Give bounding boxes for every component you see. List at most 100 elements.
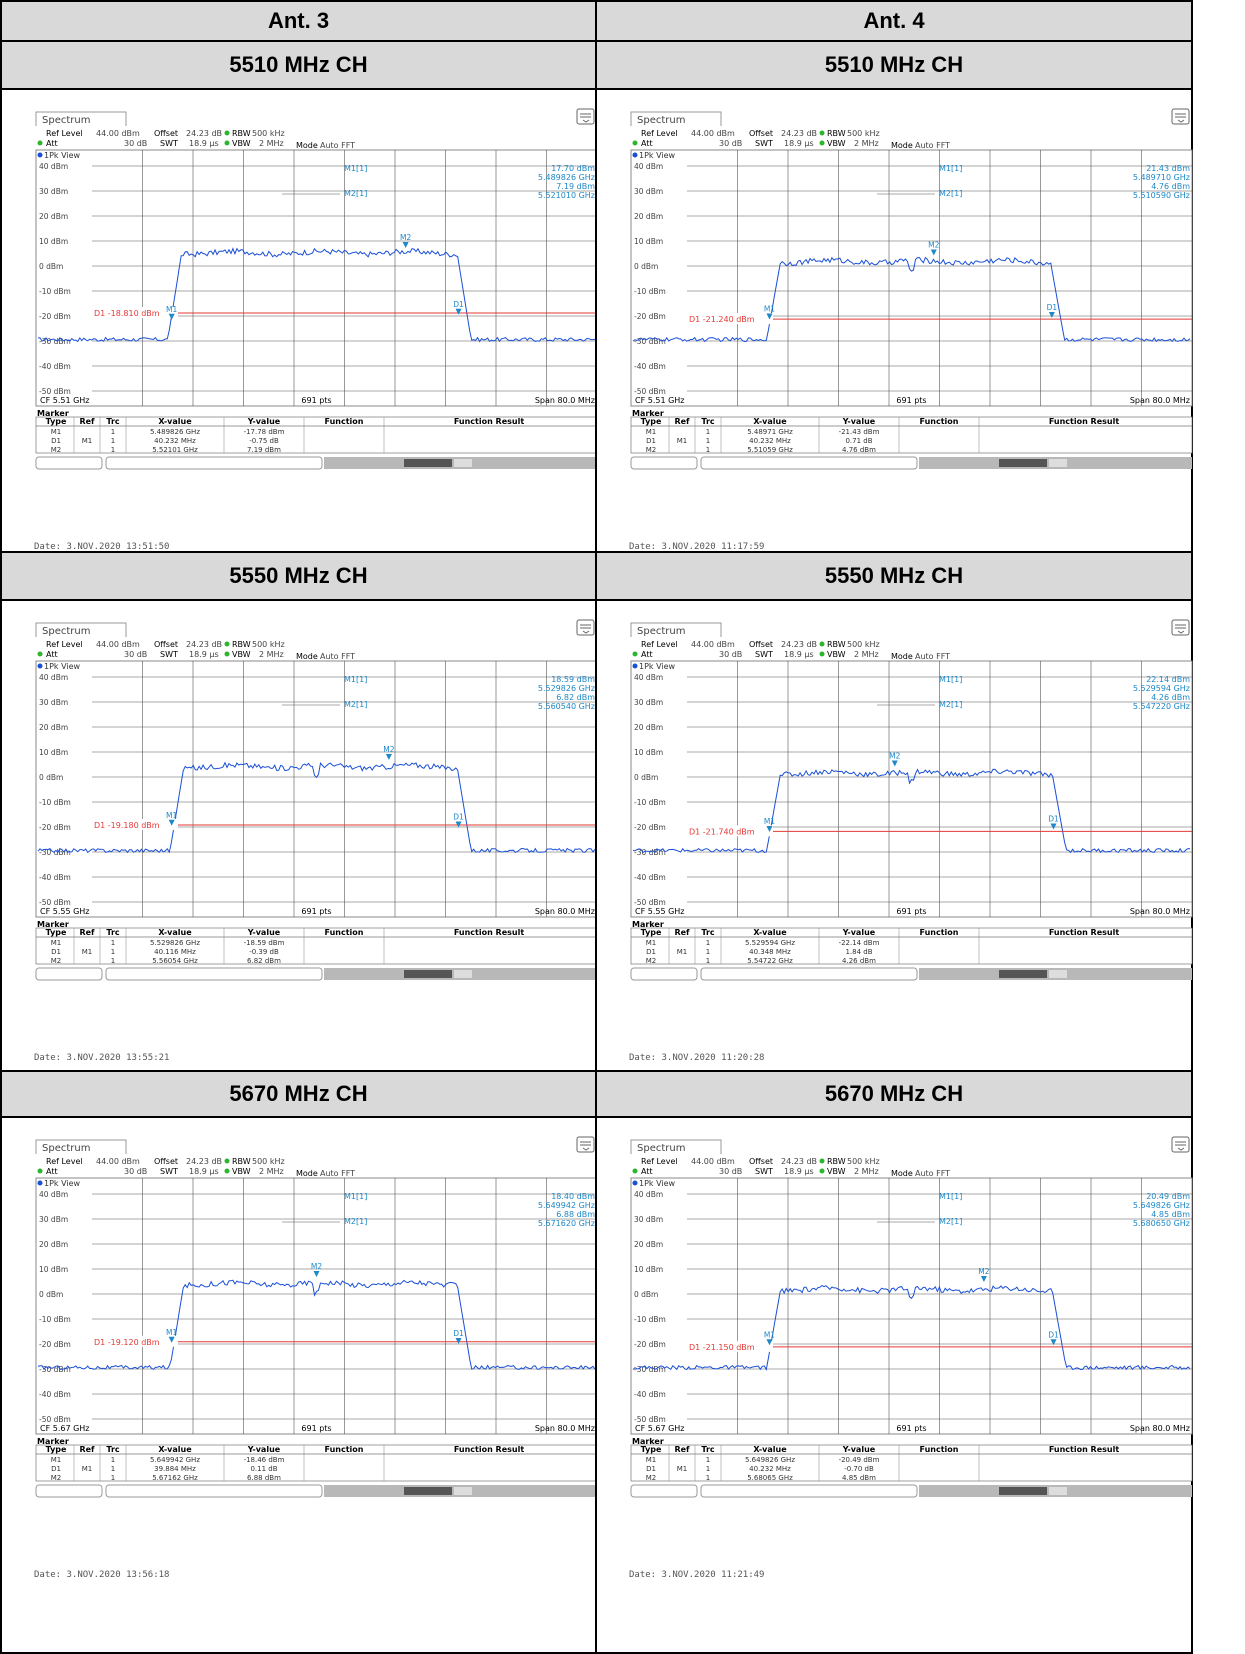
table-header-cell: Type bbox=[641, 928, 662, 937]
table-cell: 5.529826 GHz bbox=[150, 939, 200, 947]
table-header-cell: Y-value bbox=[247, 417, 281, 426]
ref-level-value: 44.00 dBm bbox=[96, 1157, 140, 1166]
table-cell: M1 bbox=[646, 1456, 657, 1464]
marker-m1-triangle bbox=[766, 826, 773, 832]
m2-readout-freq: 5.680650 GHz bbox=[1133, 1219, 1190, 1228]
trace-line bbox=[632, 256, 1191, 343]
m2-readout-freq: 5.560540 GHz bbox=[538, 702, 595, 711]
offset-value: 24.23 dB bbox=[781, 1157, 817, 1166]
y-tick-label: -50 dBm bbox=[634, 387, 666, 396]
offset-value: 24.23 dB bbox=[186, 129, 222, 138]
table-cell: D1 bbox=[51, 948, 61, 956]
trace-indicator-dot bbox=[37, 1180, 43, 1186]
status-indicator bbox=[454, 1487, 472, 1495]
mode-value: Auto FFT bbox=[320, 141, 355, 150]
vbw-value: 2 MHz bbox=[259, 650, 284, 659]
status-field bbox=[700, 1484, 918, 1498]
rbw-status-dot bbox=[224, 130, 230, 136]
swt-value: 18.9 µs bbox=[189, 1167, 219, 1176]
swt-value: 18.9 µs bbox=[784, 1167, 814, 1176]
offset-label: Offset bbox=[749, 640, 773, 649]
menu-glyph bbox=[1175, 113, 1186, 123]
date-stamp: Date: 3.NOV.2020 11:21:49 bbox=[629, 1570, 765, 1580]
table-cell: 1 bbox=[111, 939, 115, 947]
m2-readout-label: M2[1] bbox=[344, 700, 367, 709]
ref-level-label: Ref Level bbox=[641, 129, 678, 138]
center-frequency-label: CF 5.67 GHz bbox=[40, 1424, 90, 1433]
points-label: 691 pts bbox=[896, 1424, 926, 1433]
table-header-cell: Type bbox=[46, 417, 67, 426]
swt-value: 18.9 µs bbox=[784, 650, 814, 659]
vbw-label: VBW bbox=[232, 1167, 251, 1176]
y-tick-label: -10 dBm bbox=[39, 1315, 71, 1324]
ref-level-label: Ref Level bbox=[46, 640, 83, 649]
att-status-dot bbox=[37, 1168, 43, 1174]
table-cell: 4.85 dBm bbox=[842, 1474, 876, 1482]
marker-table-title: Marker bbox=[632, 409, 664, 418]
table-header-cell: Y-value bbox=[247, 928, 281, 937]
spectrum-tab-frame bbox=[35, 622, 127, 637]
trace-line bbox=[37, 761, 596, 854]
marker-d1-triangle bbox=[1050, 823, 1057, 830]
table-cell: 1 bbox=[111, 437, 115, 445]
spectrum-screenshot: Spectrum Ref Level 44.00 dBm Offset 24.23 dB… bbox=[629, 104, 1194, 528]
channel-label: 5550 MHz CH bbox=[229, 563, 368, 588]
marker-m2-triangle bbox=[980, 1276, 987, 1282]
table-cell: M1 bbox=[646, 428, 657, 436]
status-field bbox=[105, 456, 323, 470]
progress-indicator bbox=[999, 459, 1047, 467]
table-cell: -0.75 dB bbox=[249, 437, 279, 445]
table-cell: D1 bbox=[646, 1465, 656, 1473]
trace-line bbox=[632, 768, 1191, 854]
status-field bbox=[700, 967, 918, 981]
trace-mode-label: 1Pk View bbox=[44, 1179, 81, 1188]
rbw-value: 500 kHz bbox=[847, 129, 880, 138]
span-label: Span 80.0 MHz bbox=[1130, 396, 1190, 405]
plot-area bbox=[35, 660, 598, 918]
m1-readout-label: M1[1] bbox=[344, 675, 367, 684]
y-tick-label: 10 dBm bbox=[634, 748, 663, 757]
y-tick-label: 30 dBm bbox=[634, 187, 663, 196]
table-cell: 1 bbox=[706, 1474, 710, 1482]
table-cell: 5.529594 GHz bbox=[745, 939, 795, 947]
table-cell: 1.84 dB bbox=[845, 948, 872, 956]
rbw-status-dot bbox=[819, 130, 825, 136]
m1-readout-freq: 5.489826 GHz bbox=[538, 173, 595, 182]
spectrum-tab-label: Spectrum bbox=[42, 115, 90, 126]
table-cell: 1 bbox=[706, 446, 710, 454]
marker-m1-label: M1 bbox=[764, 305, 775, 314]
table-cell: M1 bbox=[82, 1465, 93, 1473]
table-header-cell: Trc bbox=[106, 417, 120, 426]
y-tick-label: -20 dBm bbox=[39, 312, 71, 321]
table-cell: D1 bbox=[51, 437, 61, 445]
marker-table bbox=[35, 1444, 598, 1482]
rbw-value: 500 kHz bbox=[847, 1157, 880, 1166]
ref-level-value: 44.00 dBm bbox=[96, 640, 140, 649]
column-header-label: Ant. 3 bbox=[267, 8, 330, 33]
mode-value: Auto FFT bbox=[915, 652, 950, 661]
table-header-cell: Ref bbox=[674, 417, 690, 426]
mode-label: Mode bbox=[296, 1169, 318, 1178]
table-header-cell: Type bbox=[46, 928, 67, 937]
marker-d1-label: D1 bbox=[1048, 815, 1059, 824]
table-cell: 6.88 dBm bbox=[247, 1474, 281, 1482]
span-label: Span 80.0 MHz bbox=[535, 1424, 595, 1433]
swt-value: 18.9 µs bbox=[189, 650, 219, 659]
marker-table bbox=[630, 927, 1193, 965]
marker-table-title: Marker bbox=[37, 409, 69, 418]
m2-readout-value: 6.88 dBm bbox=[556, 1210, 595, 1219]
spectrum-analyzer-screen: Spectrum Ref Level 44.00 dBm Offset 24.23 dB… bbox=[630, 619, 1193, 981]
vbw-value: 2 MHz bbox=[854, 650, 879, 659]
m1-readout-value: 18.59 dBm bbox=[551, 675, 595, 684]
vbw-label: VBW bbox=[827, 1167, 846, 1176]
vbw-label: VBW bbox=[827, 139, 846, 148]
table-cell: 1 bbox=[706, 428, 710, 436]
y-tick-label: -50 dBm bbox=[39, 898, 71, 907]
table-header-cell: X-value bbox=[753, 417, 787, 426]
m1-readout-freq: 5.489710 GHz bbox=[1133, 173, 1190, 182]
m1-readout-value: 20.49 dBm bbox=[1146, 1192, 1190, 1201]
table-cell: 1 bbox=[111, 1456, 115, 1464]
spectrum-analyzer-screen: Spectrum Ref Level 44.00 dBm Offset 24.23 dB… bbox=[630, 108, 1193, 470]
status-field bbox=[700, 456, 918, 470]
ref-level-value: 44.00 dBm bbox=[691, 129, 735, 138]
